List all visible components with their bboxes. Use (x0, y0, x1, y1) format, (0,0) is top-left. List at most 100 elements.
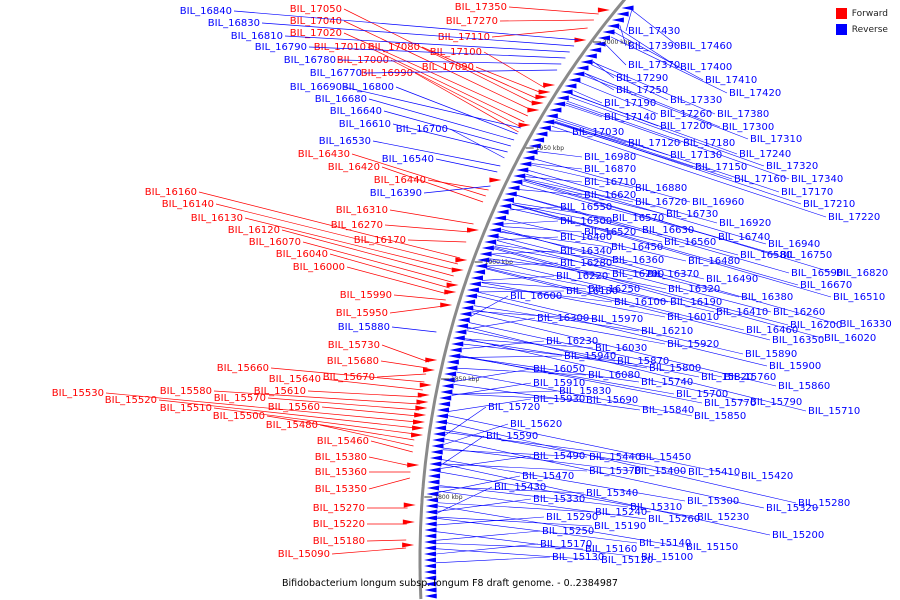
reverse-right-leader (503, 220, 559, 225)
reverse-right-label: BIL_16200 (790, 320, 842, 331)
forward-gene-label-leader (499, 19, 594, 22)
reverse-right-leader (496, 236, 559, 241)
reverse-right-leader (500, 231, 610, 248)
forward-gene-glyph (411, 432, 424, 438)
reverse-right-leader (436, 531, 640, 558)
reverse-gene-glyph (425, 503, 438, 509)
reverse-right-leader (502, 226, 583, 233)
reverse-right-leader (578, 81, 659, 115)
reverse-right-label: BIL_17190 (604, 98, 656, 109)
forward-gene-label-leader (244, 217, 456, 271)
forward-gene-label-leader (302, 241, 452, 283)
reverse-right-leader (549, 130, 571, 133)
reverse-right-leader (467, 326, 807, 412)
reverse-right-leader (533, 158, 691, 203)
reverse-right-leader (614, 31, 704, 81)
reverse-right-leader (443, 447, 633, 472)
forward-gene-glyph (467, 227, 480, 233)
reverse-gene-glyph (461, 305, 474, 311)
reverse-left-label-leader (363, 69, 558, 74)
reverse-gene-glyph (593, 41, 606, 47)
reverse-right-leader (473, 305, 640, 332)
reverse-left-label: BIL_15880 (338, 322, 390, 333)
reverse-right-label: BIL_17430 (628, 26, 680, 37)
reverse-right-label: BIL_16920 (719, 218, 771, 229)
reverse-gene-glyph (504, 191, 517, 197)
reverse-right-leader (505, 218, 687, 262)
reverse-left-label: BIL_16610 (339, 119, 391, 130)
reverse-right-label: BIL_16510 (833, 292, 885, 303)
reverse-left-label: BIL_16810 (231, 31, 283, 42)
forward-gene-label-leader (213, 407, 416, 435)
reverse-gene-glyph (580, 59, 593, 65)
reverse-gene-glyph (475, 263, 488, 269)
tick-label: 1950 kbp (536, 145, 564, 152)
forward-gene-label: BIL_16000 (293, 262, 345, 273)
reverse-gene-glyph (424, 521, 437, 527)
reverse-gene-glyph (424, 569, 437, 575)
reverse-right-leader (590, 64, 669, 101)
reverse-right-label: BIL_16260 (773, 307, 825, 318)
forward-gene-glyph (425, 357, 438, 363)
forward-gene-label: BIL_15350 (315, 484, 367, 495)
reverse-right-leader (489, 260, 715, 313)
forward-gene-glyph (535, 94, 548, 100)
reverse-right-label: BIL_16330 (840, 319, 892, 330)
forward-gene-label-leader (329, 253, 450, 289)
reverse-gene-glyph (607, 23, 620, 29)
reverse-right-leader (495, 244, 611, 261)
reverse-gene-glyph (572, 71, 585, 77)
reverse-gene-glyph (448, 353, 461, 359)
reverse-right-label: BIL_15620 (510, 419, 562, 430)
reverse-left-label-leader (284, 35, 570, 53)
reverse-right-label: BIL_16880 (635, 183, 687, 194)
forward-gene-label-leader (421, 46, 539, 100)
reverse-right-leader (526, 173, 767, 245)
forward-gene-label: BIL_17080 (368, 42, 420, 53)
reverse-right-label: BIL_15850 (694, 411, 746, 422)
forward-gene-label: BIL_16160 (145, 187, 197, 198)
reverse-right-leader (436, 542, 584, 550)
forward-gene-label-leader (427, 179, 489, 191)
forward-gene-label-leader (266, 415, 415, 441)
reverse-right-leader (511, 204, 832, 298)
reverse-right-label: BIL_17240 (739, 149, 791, 160)
reverse-right-leader (531, 163, 583, 170)
reverse-gene-glyph (491, 221, 504, 227)
reverse-gene-glyph (446, 359, 459, 365)
forward-gene-label-leader (267, 397, 420, 411)
reverse-right-label: BIL_16020 (824, 333, 876, 344)
forward-gene-label: BIL_15660 (217, 363, 269, 374)
reverse-right-leader (435, 543, 539, 555)
reverse-right-label: BIL_17200 (660, 121, 712, 132)
forward-gene-label: BIL_16430 (298, 149, 350, 160)
reverse-right-leader (556, 117, 780, 193)
forward-gene-label-leader (368, 456, 412, 467)
forward-gene-label-leader (198, 191, 461, 259)
reverse-right-leader (617, 27, 679, 68)
reverse-right-label: BIL_15260 (648, 514, 700, 525)
reverse-gene-glyph (496, 209, 509, 215)
forward-gene-label: BIL_17050 (290, 4, 342, 15)
reverse-gene-glyph (445, 365, 458, 371)
reverse-right-leader (436, 548, 600, 561)
reverse-right-leader (583, 75, 749, 140)
reverse-left-label: BIL_16840 (180, 6, 232, 17)
reverse-gene-glyph (424, 533, 437, 539)
forward-swatch (835, 8, 847, 19)
forward-gene-glyph (451, 267, 464, 273)
reverse-gene-glyph (568, 77, 581, 83)
reverse-right-label: BIL_16630 (642, 225, 694, 236)
reverse-right-label: BIL_15450 (639, 452, 691, 463)
reverse-right-label: BIL_15140 (639, 538, 691, 549)
reverse-right-leader (523, 179, 665, 215)
reverse-right-leader (566, 100, 790, 180)
caption: Bifidobacterium longum subsp. longum F8 … (282, 578, 618, 589)
reverse-gene-glyph (466, 287, 479, 293)
reverse-right-leader (436, 518, 638, 544)
forward-gene-label-leader (491, 27, 588, 38)
reverse-right-label: BIL_17180 (683, 138, 735, 149)
reverse-right-leader (501, 228, 838, 325)
forward-gene-label-leader (321, 406, 419, 417)
reverse-gene-glyph (426, 485, 439, 491)
